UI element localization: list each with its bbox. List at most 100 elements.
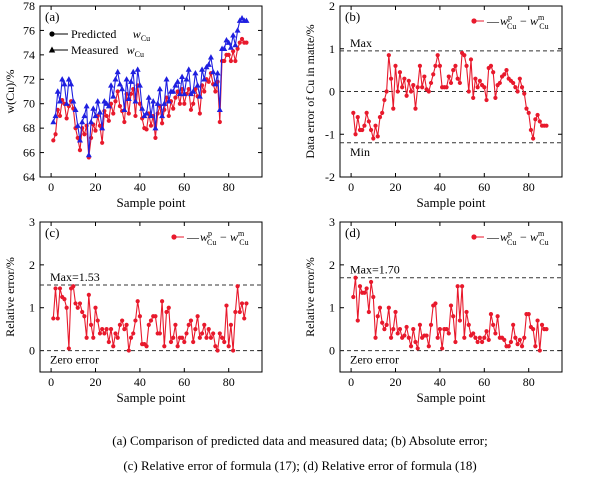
data-point (70, 98, 77, 104)
data-point (191, 339, 196, 345)
data-point (104, 113, 109, 119)
data-point (122, 119, 127, 125)
data-point (177, 101, 182, 106)
data-point (137, 314, 142, 319)
data-point (506, 344, 511, 349)
data-point (219, 335, 225, 340)
data-point (402, 333, 407, 338)
data-point (522, 335, 527, 340)
data-point (95, 318, 100, 323)
data-point (466, 89, 471, 94)
data-point (535, 318, 540, 323)
x-tick-label: 80 (223, 180, 235, 194)
y-tick-label: 1 (329, 301, 335, 315)
data-point (114, 68, 121, 75)
data-point (123, 76, 130, 82)
data-point (420, 85, 425, 90)
data-point (55, 316, 60, 321)
legend-minus: − (520, 230, 527, 244)
data-point (515, 89, 520, 94)
data-point (411, 327, 416, 332)
y-tick-label: 0 (329, 85, 335, 99)
data-point (508, 339, 514, 345)
data-point (230, 32, 237, 38)
data-point (482, 335, 487, 340)
x-axis-label: Sample point (417, 195, 486, 210)
data-point (373, 335, 378, 340)
x-axis-label: Sample point (417, 390, 486, 405)
data-point (96, 109, 103, 115)
data-point (397, 327, 403, 332)
data-point (221, 45, 228, 51)
data-point (105, 102, 112, 109)
data-point (208, 335, 214, 340)
data-point (234, 27, 241, 33)
data-point (160, 121, 165, 126)
x-tick-label: 20 (390, 375, 402, 389)
data-point (83, 102, 90, 109)
data-point (353, 132, 358, 137)
data-point (231, 348, 236, 353)
data-point (366, 119, 371, 124)
y-axis-label: Data error of Cu in matte/% (303, 24, 317, 158)
data-point (206, 327, 211, 332)
data-point (182, 339, 187, 345)
y-tick-label: 70 (23, 97, 35, 111)
data-point (82, 314, 87, 319)
data-point (519, 344, 525, 349)
y-tick-label: 66 (23, 146, 35, 160)
data-point (88, 118, 95, 125)
series-measured (50, 15, 250, 158)
data-point (519, 85, 525, 90)
x-tick-label: 0 (48, 180, 54, 194)
legend-symbol-predicted: wp Cu (500, 13, 516, 31)
data-point (99, 124, 106, 131)
plot-frame (39, 221, 263, 373)
data-point (213, 89, 218, 94)
data-point (173, 95, 178, 100)
data-point (368, 127, 374, 133)
data-point (484, 329, 489, 334)
data-point (121, 106, 128, 113)
data-point (537, 119, 542, 124)
y-tick-label: 2 (29, 258, 35, 272)
reference-line-label: Min (350, 145, 370, 159)
y-tick-label: -1 (325, 127, 335, 141)
data-point (366, 309, 371, 315)
data-point (462, 335, 467, 340)
data-point (176, 90, 183, 97)
data-point (502, 72, 507, 77)
legend-dash: — (186, 230, 200, 244)
data-point (451, 314, 456, 319)
data-point (531, 327, 536, 332)
x-tick-label: 20 (390, 180, 402, 194)
data-point (397, 70, 403, 75)
data-point (157, 331, 162, 336)
data-point (482, 85, 487, 90)
data-point (116, 80, 123, 87)
series-predicted (51, 36, 249, 160)
data-point (368, 279, 374, 285)
data-point (137, 101, 142, 106)
figure-caption-line-1: (a) Comparison of predicted data and mea… (112, 433, 488, 448)
data-point (111, 344, 116, 349)
data-point (168, 339, 174, 345)
data-point (453, 63, 458, 68)
data-point (426, 344, 431, 349)
data-point (126, 348, 131, 353)
data-point (377, 115, 383, 120)
data-point (515, 342, 520, 347)
figure-caption-line-2: (c) Relative error of formula (17); (d) … (123, 458, 477, 473)
data-point (186, 322, 191, 327)
data-point (181, 90, 188, 97)
data-point (244, 40, 249, 45)
data-point (351, 294, 356, 300)
data-point (52, 112, 59, 119)
series-line (52, 17, 247, 156)
data-point (455, 76, 460, 81)
data-point (468, 57, 474, 62)
data-point (360, 127, 365, 133)
data-point (193, 327, 198, 332)
data-point (226, 52, 231, 57)
